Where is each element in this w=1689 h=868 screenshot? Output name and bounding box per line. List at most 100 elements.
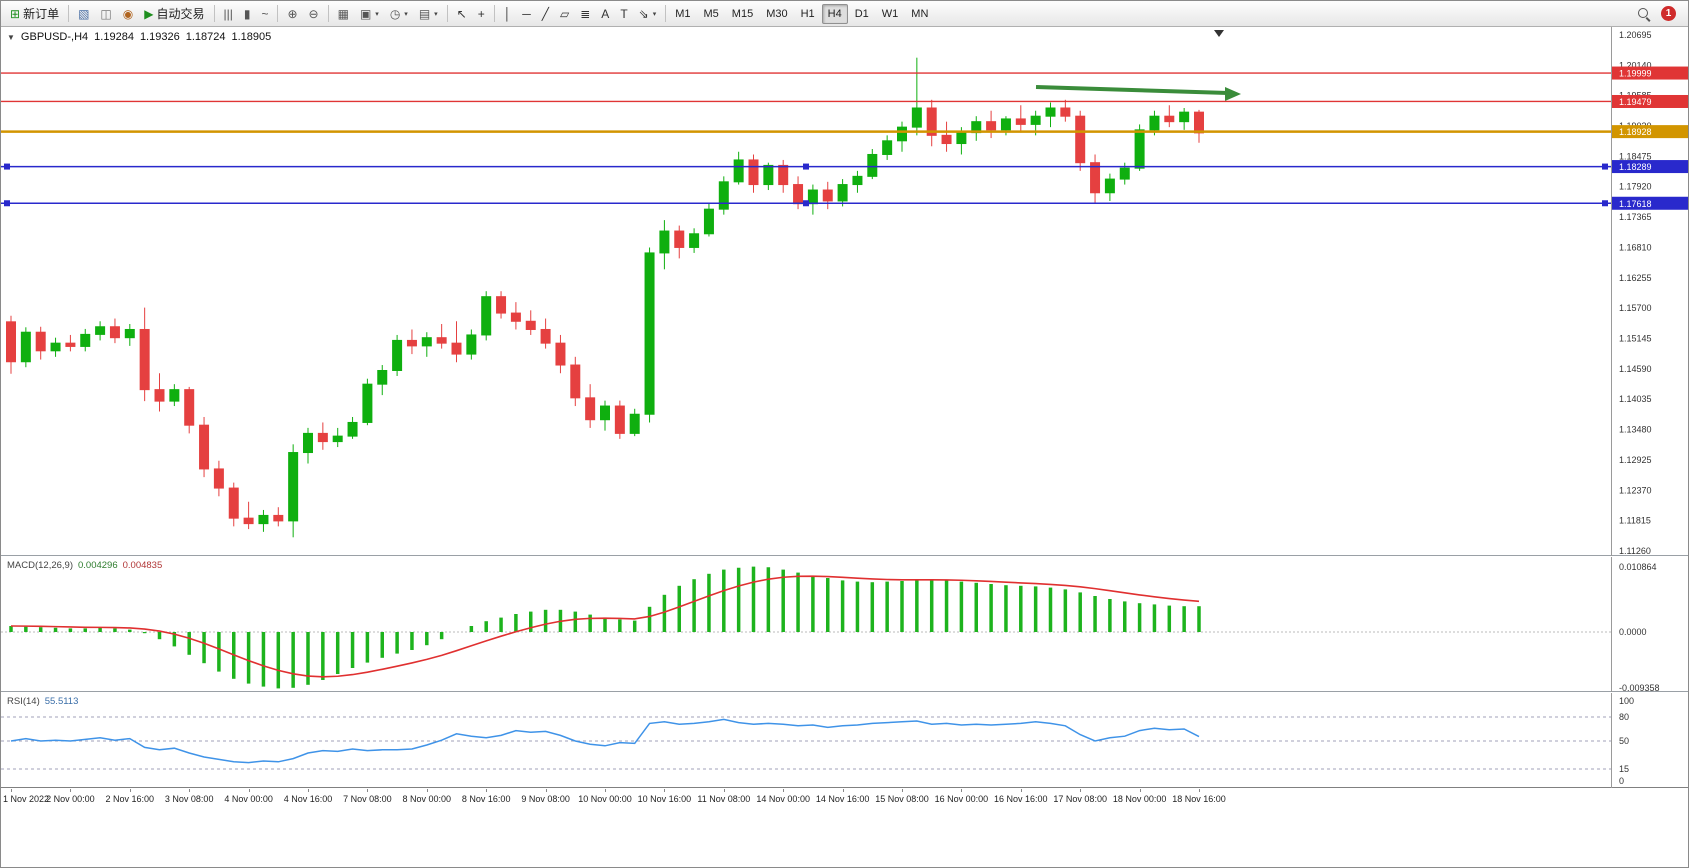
crosshair-icon: +	[477, 6, 485, 21]
candlestick-button[interactable]: ▮	[239, 3, 256, 25]
timeframe-mn-button[interactable]: MN	[905, 4, 934, 24]
timeframe-m5-button[interactable]: M5	[698, 4, 725, 24]
candle	[644, 247, 655, 423]
time-tick	[308, 789, 309, 792]
search-icon[interactable]	[1637, 7, 1651, 21]
candle	[1045, 102, 1056, 128]
candle	[406, 329, 417, 355]
main-chart-panel[interactable]: 1.206951.201401.195851.190301.184751.179…	[1, 27, 1689, 556]
rsi-value: 55.5113	[44, 696, 79, 707]
macd-canvas[interactable]: 0.010864 0.0000 -0.009358	[1, 557, 1689, 692]
bar-chart-button[interactable]: |||	[219, 3, 238, 25]
timeframe-h4-button[interactable]: H4	[821, 3, 848, 24]
rsi-panel[interactable]: 100 80 50 15 0 RSI(14) 55.5113	[1, 693, 1689, 788]
price-tick: 1.20140	[1619, 60, 1652, 70]
candle	[154, 373, 165, 412]
alerts-button[interactable]: ◉	[118, 3, 138, 25]
price-tick: 1.14035	[1619, 394, 1652, 404]
chevron-down-icon: ▾	[434, 10, 438, 18]
timeframe-h1-button[interactable]: H1	[795, 4, 821, 24]
hline-1.18928[interactable]: 1.18928	[1, 125, 1689, 139]
collapse-icon[interactable]: ▼	[7, 32, 15, 42]
candle	[273, 507, 284, 527]
candle	[585, 384, 596, 428]
vertical-line-button[interactable]: │	[499, 3, 517, 25]
macd-panel[interactable]: 0.010864 0.0000 -0.009358 MACD(12,26,9) 0.…	[1, 557, 1689, 692]
time-label: 11 Nov 08:00	[697, 794, 751, 804]
cursor-button[interactable]: ↖	[452, 3, 472, 25]
candle	[748, 154, 759, 193]
arrows-button[interactable]: ⇘ ▾	[634, 3, 662, 25]
horizontal-line-icon: ─	[522, 6, 531, 21]
fibonacci-button[interactable]: ≣	[575, 3, 595, 25]
candle	[213, 460, 224, 497]
line-handle	[4, 163, 10, 170]
ohlc-open: 1.19284	[94, 31, 134, 43]
time-tick	[70, 789, 72, 792]
trend-arrow[interactable]	[1035, 85, 1241, 101]
main-toolbar: ⊞ 新订单 ▧ ◫ ◉ ▶ 自动交易 ||| ▮ ~ ⊕ ⊖ ▦ ▣ ▾ ◷ ▾ ▤ ▾ ↖ + │ ─ ╱ ▱ ≣ A T ⇘ ▾ M1…	[1, 1, 1688, 27]
hline-price-label: 1.19999	[1619, 69, 1652, 79]
crosshair-button[interactable]: +	[473, 3, 490, 25]
line-handle	[803, 163, 809, 170]
trendline-icon: ╱	[541, 6, 549, 21]
time-tick	[1199, 789, 1200, 792]
time-tick	[1020, 789, 1022, 792]
rsi-tick: 15	[1619, 764, 1629, 774]
candle	[466, 329, 477, 360]
horizontal-line-button[interactable]: ─	[517, 3, 536, 25]
time-label: 9 Nov 08:00	[521, 794, 570, 804]
new-order-button[interactable]: ⊞ 新订单	[5, 3, 64, 25]
zoom-in-button[interactable]: ⊕	[282, 3, 302, 25]
toolbar-separator	[493, 5, 495, 22]
chevron-down-icon: ▾	[375, 10, 379, 18]
candle	[659, 220, 670, 270]
timeframe-m15-button[interactable]: M15	[726, 4, 759, 24]
time-label: 10 Nov 16:00	[637, 794, 692, 804]
candle	[1015, 105, 1026, 133]
periods-button[interactable]: ◷ ▾	[385, 3, 413, 25]
text-button[interactable]: A	[596, 3, 614, 25]
candle	[718, 176, 729, 215]
price-chart-canvas[interactable]: 1.206951.201401.195851.190301.184751.179…	[1, 27, 1689, 556]
hline-1.19999[interactable]: 1.19999	[1, 66, 1689, 80]
time-tick	[902, 789, 903, 792]
price-tick: 1.16810	[1619, 242, 1652, 252]
trendline-button[interactable]: ╱	[537, 3, 554, 25]
rsi-tick: 0	[1619, 776, 1624, 786]
hline-1.17618[interactable]: 1.17618	[1, 196, 1689, 210]
zoom-out-button[interactable]: ⊖	[304, 3, 324, 25]
rsi-canvas[interactable]: 100 80 50 15 0	[1, 693, 1689, 788]
line-chart-button[interactable]: ~	[256, 3, 273, 25]
candle	[169, 384, 180, 407]
candle	[243, 501, 254, 530]
channel-button[interactable]: ▱	[555, 3, 574, 25]
candle	[317, 422, 328, 450]
candle	[95, 321, 106, 341]
auto-trading-button[interactable]: ▶ 自动交易	[139, 3, 209, 25]
notification-badge[interactable]: 1	[1661, 6, 1676, 21]
tile-windows-button[interactable]: ▦	[333, 3, 354, 25]
new-chart-button[interactable]: ▣ ▾	[355, 3, 384, 25]
chart-profiles-button[interactable]: ▧	[73, 3, 94, 25]
templates-button[interactable]: ▤ ▾	[414, 3, 443, 25]
timeframe-d1-button[interactable]: D1	[849, 4, 875, 24]
timeframe-m1-button[interactable]: M1	[669, 4, 696, 24]
candle	[911, 57, 922, 136]
time-axis[interactable]: 1 Nov 2022 2 Nov 00:00 2 Nov 16:00 3 Nov 08…	[1, 789, 1688, 809]
candle	[822, 181, 833, 210]
label-button[interactable]: T	[615, 3, 632, 25]
line-handle	[803, 200, 809, 207]
chart-shift-marker[interactable]	[1214, 30, 1224, 37]
timeframe-w1-button[interactable]: W1	[876, 4, 905, 24]
hline-price-label: 1.18289	[1619, 162, 1652, 172]
hline-1.18289[interactable]: 1.18289	[1, 160, 1689, 174]
data-window-button[interactable]: ◫	[95, 3, 116, 25]
rsi-line	[10, 718, 1200, 764]
candle	[228, 482, 239, 527]
time-label: 10 Nov 00:00	[578, 794, 632, 804]
periods-icon: ◷	[389, 6, 401, 21]
timeframe-m30-button[interactable]: M30	[760, 4, 793, 24]
time-tick	[1080, 789, 1082, 792]
hline-1.19479[interactable]: 1.19479	[1, 94, 1689, 108]
